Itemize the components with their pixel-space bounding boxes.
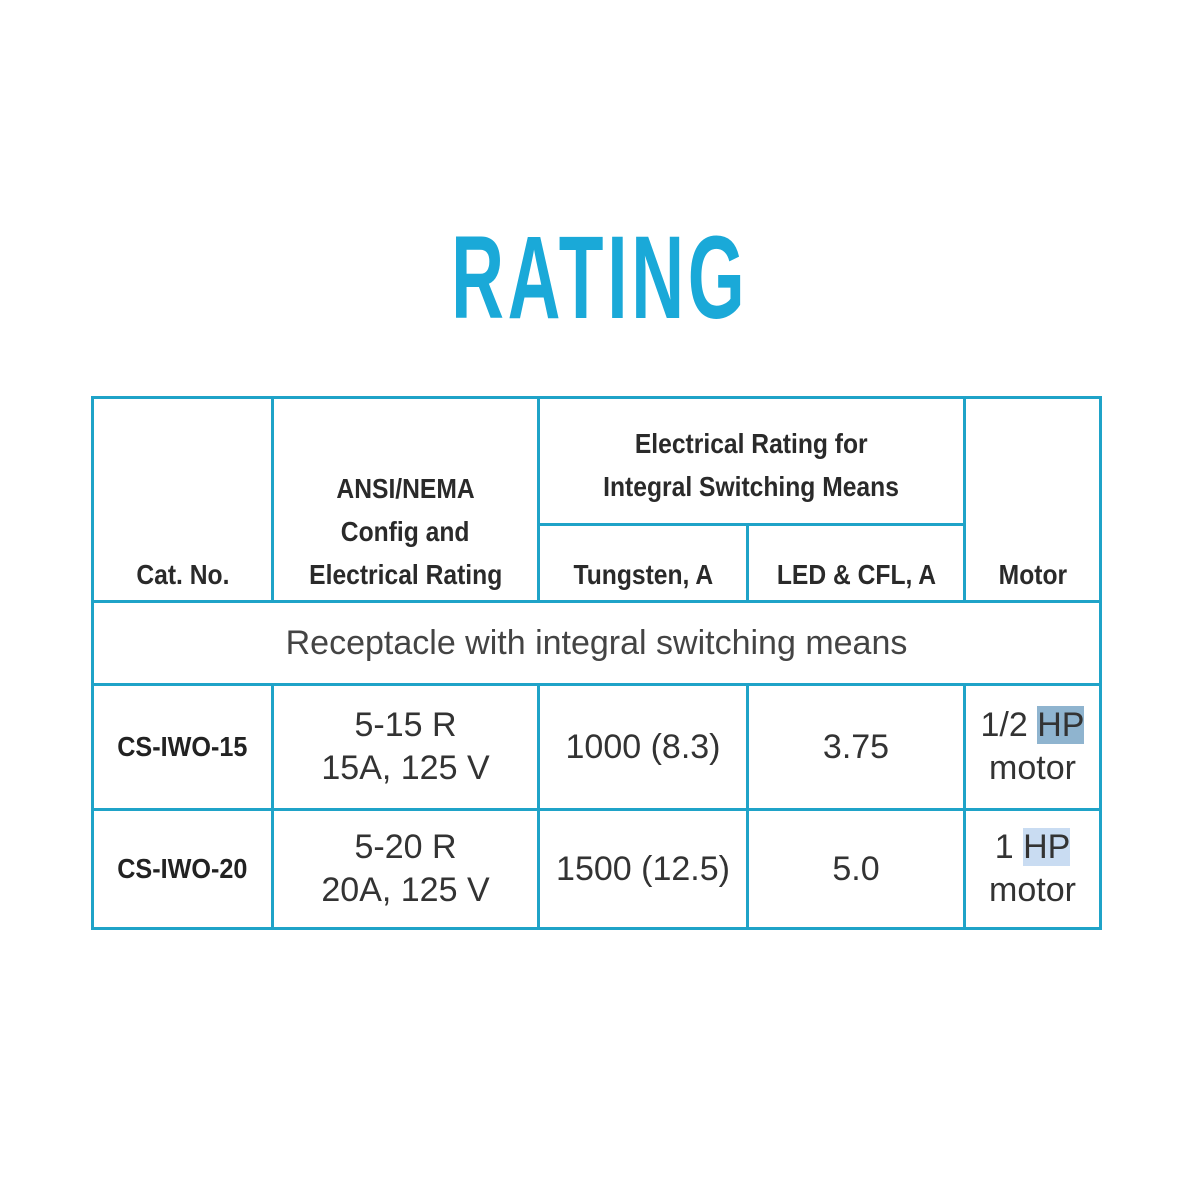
cat-no-cell: CS-IWO-15 — [117, 731, 248, 762]
section-label: Receptacle with integral switching means — [285, 623, 908, 662]
header-led-cfl: LED & CFL, A — [776, 558, 936, 590]
table-divider — [537, 683, 540, 930]
table-border — [1099, 396, 1102, 930]
config-cell: 5-20 R 20A, 125 V — [321, 828, 490, 909]
config-cell: 5-15 R 15A, 125 V — [321, 706, 490, 787]
tungsten-cell: 1500 (12.5) — [556, 849, 730, 888]
table-border — [91, 396, 1102, 399]
table-divider — [91, 600, 1102, 603]
table-divider — [271, 683, 274, 930]
tungsten-cell: 1000 (8.3) — [565, 727, 721, 766]
header-group-electrical-rating: Electrical Rating for Integral Switching … — [603, 428, 900, 502]
table-border — [91, 927, 1102, 930]
selected-text-hp[interactable]: HP — [1037, 706, 1085, 744]
table-divider — [963, 396, 966, 602]
table-divider — [537, 396, 540, 602]
motor-cell: 1/2 HP motor — [980, 706, 1085, 787]
table-divider — [91, 808, 1102, 811]
cat-no-cell: CS-IWO-20 — [117, 853, 248, 884]
table-divider — [746, 683, 749, 930]
motor-cell: 1 HP motor — [989, 828, 1076, 909]
led-cfl-cell: 5.0 — [832, 849, 880, 888]
table-border — [91, 396, 94, 930]
table-divider — [963, 683, 966, 930]
header-tungsten: Tungsten, A — [573, 558, 713, 590]
highlighted-text-hp[interactable]: HP — [1023, 828, 1071, 866]
table-divider — [271, 396, 274, 602]
table-divider — [539, 523, 965, 526]
page-title: RATING — [451, 212, 749, 344]
header-motor: Motor — [998, 558, 1067, 590]
table-divider — [746, 523, 749, 602]
header-cat-no: Cat. No. — [135, 558, 230, 590]
led-cfl-cell: 3.75 — [822, 727, 890, 766]
header-config: ANSI/NEMA Config and Electrical Rating — [308, 472, 503, 590]
table-divider — [91, 683, 1102, 686]
